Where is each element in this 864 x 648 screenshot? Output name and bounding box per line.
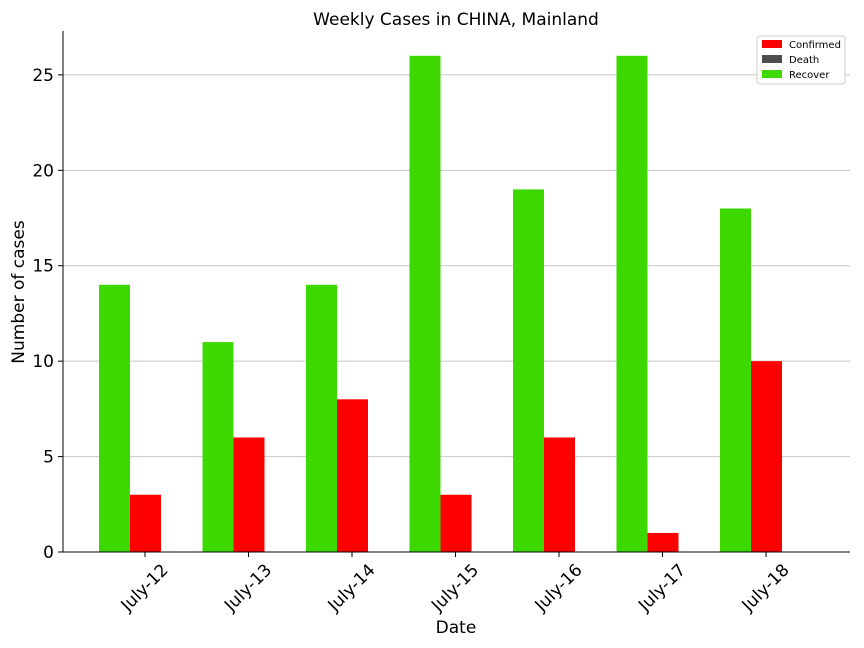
legend-swatch: [762, 40, 782, 48]
y-tick-label: 0: [43, 543, 54, 563]
axes: [62, 31, 850, 553]
x-tick-label: July-13: [220, 560, 276, 616]
legend-label: Confirmed: [789, 40, 841, 51]
bar-confirmed: [337, 399, 368, 552]
legend-label: Recover: [789, 70, 830, 81]
y-ticks: 0 5 10 15 20 25: [32, 66, 63, 563]
legend: Confirmed Death Recover: [756, 35, 846, 85]
legend-swatch: [762, 55, 782, 63]
y-tick-label: 10: [32, 352, 54, 372]
x-tick-label: July-18: [738, 560, 794, 616]
chart-title: Weekly Cases in CHINA, Mainland: [313, 10, 599, 30]
bar-confirmed: [751, 361, 782, 552]
y-tick-label: 5: [43, 448, 54, 468]
legend-label: Death: [789, 55, 819, 66]
bar-confirmed: [544, 437, 575, 552]
y-tick-label: 25: [32, 66, 54, 86]
bar-recover: [513, 189, 544, 552]
bar-recover: [720, 208, 751, 552]
x-tick-label: July-14: [324, 560, 380, 616]
bar-confirmed: [233, 437, 265, 552]
bar-recover: [409, 55, 441, 553]
bar-recover: [616, 55, 648, 553]
bar-confirmed: [647, 532, 679, 552]
x-tick-label: July-12: [117, 560, 173, 616]
y-axis-label: Number of cases: [9, 220, 29, 364]
bar-recover: [99, 284, 130, 552]
y-tick-label: 15: [32, 257, 54, 277]
x-tick-label: July-15: [427, 560, 483, 616]
x-ticks: July-12 July-13 July-14 July-15 July-16 July-…: [117, 552, 794, 616]
grid-lines: [63, 74, 850, 458]
x-tick-label: July-17: [634, 560, 690, 616]
x-tick-label: July-16: [531, 560, 587, 616]
bars: [99, 55, 782, 553]
bar-recover: [306, 284, 337, 552]
legend-swatch: [762, 70, 782, 78]
y-tick-label: 20: [32, 161, 54, 181]
bar-confirmed: [440, 494, 472, 552]
x-axis-label: Date: [436, 618, 477, 638]
bar-confirmed: [130, 494, 161, 552]
bar-recover: [202, 342, 234, 552]
